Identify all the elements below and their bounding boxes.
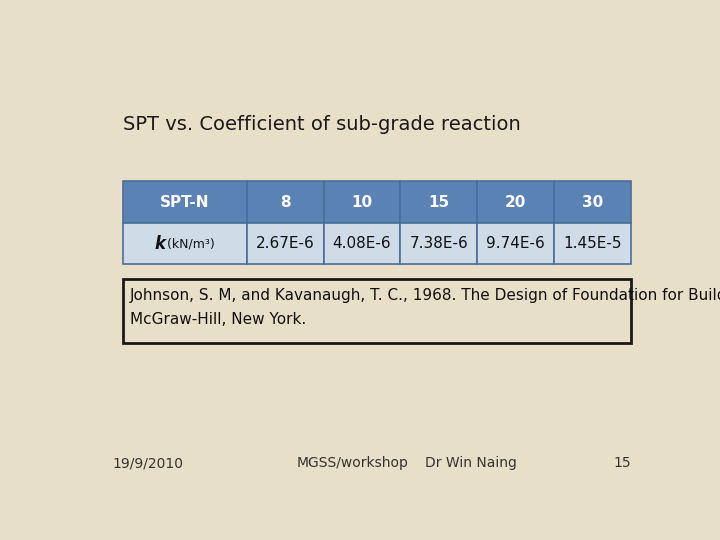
Bar <box>323 181 400 223</box>
Bar <box>554 223 631 265</box>
Text: k: k <box>155 234 166 253</box>
Text: SPT vs. Coefficient of sub-grade reaction: SPT vs. Coefficient of sub-grade reactio… <box>124 114 521 134</box>
Text: 4.08E-6: 4.08E-6 <box>333 236 391 251</box>
Bar <box>477 223 554 265</box>
Text: MGSS/workshop: MGSS/workshop <box>297 456 408 470</box>
Text: 7.38E-6: 7.38E-6 <box>410 236 468 251</box>
Bar <box>400 223 477 265</box>
Text: Dr Win Naing: Dr Win Naing <box>425 456 517 470</box>
Bar <box>246 223 323 265</box>
Text: 19/9/2010: 19/9/2010 <box>112 456 184 470</box>
Text: McGraw-Hill, New York.: McGraw-Hill, New York. <box>130 312 307 327</box>
Bar <box>400 181 477 223</box>
Text: 20: 20 <box>505 194 526 210</box>
Text: 10: 10 <box>351 194 372 210</box>
Text: 2.67E-6: 2.67E-6 <box>256 236 315 251</box>
Bar <box>323 223 400 265</box>
Text: 15: 15 <box>428 194 449 210</box>
Text: (kN/m³): (kN/m³) <box>163 238 215 251</box>
Text: 30: 30 <box>582 194 603 210</box>
Text: 8: 8 <box>280 194 290 210</box>
Text: 9.74E-6: 9.74E-6 <box>487 236 545 251</box>
Text: SPT-N: SPT-N <box>161 194 210 210</box>
Bar <box>124 279 631 343</box>
Bar <box>554 181 631 223</box>
Text: Johnson, S. M, and Kavanaugh, T. C., 1968. The Design of Foundation for Building: Johnson, S. M, and Kavanaugh, T. C., 196… <box>130 288 720 303</box>
Bar <box>124 181 246 223</box>
Text: 1.45E-5: 1.45E-5 <box>564 236 622 251</box>
Text: 15: 15 <box>613 456 631 470</box>
Bar <box>246 181 323 223</box>
Bar <box>124 223 246 265</box>
Bar <box>477 181 554 223</box>
